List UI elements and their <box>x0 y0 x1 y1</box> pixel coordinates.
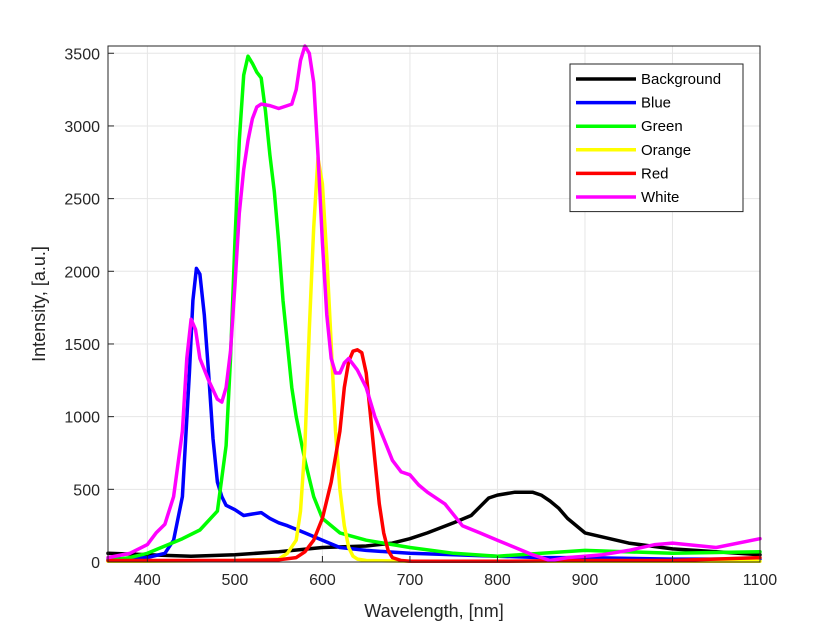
x-tick-label: 800 <box>484 572 511 589</box>
legend-label-blue: Blue <box>641 95 671 112</box>
y-tick-label: 3000 <box>64 119 100 136</box>
plot-frame <box>107 45 761 563</box>
series-line-background <box>106 490 762 558</box>
x-tick-label: 1100 <box>743 572 778 589</box>
x-tick-label: 400 <box>134 572 161 589</box>
legend-label-green: Green <box>641 118 683 135</box>
legend-label-orange: Orange <box>641 142 691 159</box>
x-tick-label: 1000 <box>655 572 691 589</box>
x-tick-label: 500 <box>222 572 249 589</box>
axis-ticks: 400 500 600 700 800 900 1000 1100 0 500 1000 1500 20… <box>64 46 777 589</box>
y-tick-label: 1000 <box>64 410 100 427</box>
series-line-white <box>106 44 762 563</box>
legend: Background Blue Green Orange Red White <box>569 63 744 213</box>
series-line-green <box>106 54 762 563</box>
y-tick-label: 1500 <box>64 337 100 354</box>
series-line-red <box>106 348 762 564</box>
x-axis-title: Wavelength, [nm] <box>364 601 503 621</box>
y-tick-label: 500 <box>73 482 100 499</box>
legend-label-red: Red <box>641 165 669 182</box>
x-tick-label: 900 <box>572 572 599 589</box>
x-tick-label: 700 <box>397 572 424 589</box>
y-tick-label: 3500 <box>64 46 100 63</box>
legend-label-background: Background <box>641 71 721 88</box>
y-tick-label: 0 <box>91 555 100 572</box>
y-axis-title: Intensity, [a.u.] <box>29 246 49 362</box>
series-lines <box>106 44 762 564</box>
y-tick-label: 2000 <box>64 264 100 281</box>
legend-box <box>569 63 744 213</box>
y-tick-label: 2500 <box>64 192 100 209</box>
legend-label-white: White <box>641 189 679 206</box>
series-line-blue <box>106 266 762 561</box>
x-tick-label: 600 <box>309 572 336 589</box>
